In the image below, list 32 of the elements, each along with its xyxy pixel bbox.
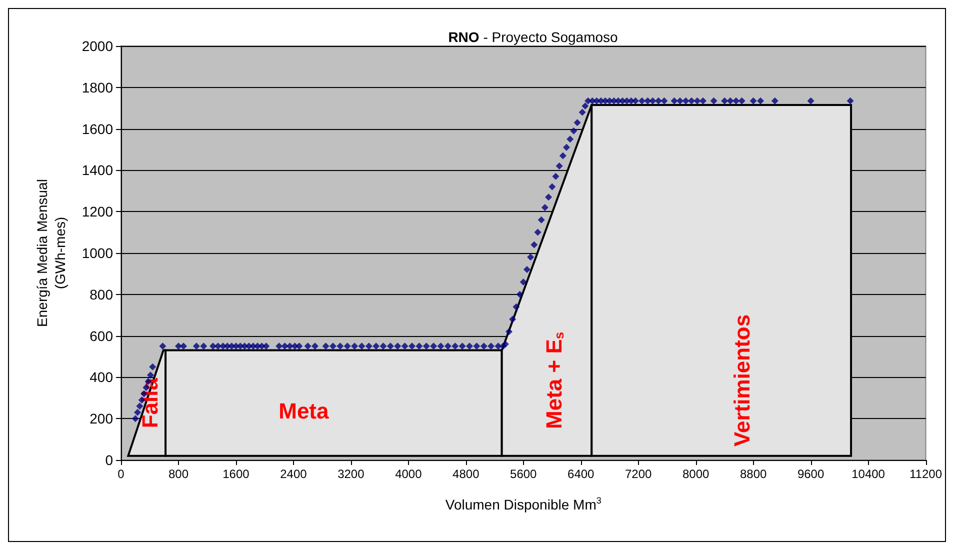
x-tick-label: 7200 [624, 467, 652, 481]
y-tick-label: 200 [90, 410, 114, 427]
series-label: Falla [137, 377, 162, 428]
y-tick-label: 800 [90, 286, 114, 302]
x-tick-label: 800 [168, 467, 189, 481]
series-label: Vertimientos [730, 314, 755, 446]
y-axis-title: Energía Media Mensual (GWh-mes) [34, 179, 68, 327]
x-tick-label: 8800 [740, 467, 767, 481]
y-tick-label: 1200 [82, 204, 114, 220]
y-tick-label: 1800 [82, 79, 114, 96]
series-label: Meta [278, 398, 330, 424]
chart-title: RNO - Proyecto Sogamoso [448, 29, 618, 45]
x-tick-label: 4000 [395, 467, 422, 481]
y-tick-label: 1400 [82, 162, 114, 178]
y-tick-label: 0 [105, 452, 114, 468]
x-tick-label: 11200 [910, 467, 942, 481]
x-tick-label: 3200 [338, 467, 365, 481]
x-tick-label: 0 [118, 467, 125, 481]
x-tick-label: 5600 [510, 467, 538, 481]
y-tick-label: 400 [90, 369, 114, 386]
y-tick-label: 2000 [82, 38, 114, 54]
y-tick-label: 600 [90, 328, 114, 344]
x-tick-label: 6400 [568, 467, 595, 481]
x-tick-label: 2400 [280, 467, 308, 481]
x-tick-label: 1600 [222, 467, 250, 481]
series-label: Meta + Es [541, 332, 566, 429]
x-tick-label: 10400 [852, 467, 886, 481]
y-tick-label: 1600 [82, 120, 114, 137]
x-tick-label: 4800 [452, 467, 480, 481]
y-tick-label: 1000 [82, 245, 114, 261]
x-tick-label: 9600 [797, 467, 824, 481]
x-tick-label: 8000 [682, 467, 710, 481]
